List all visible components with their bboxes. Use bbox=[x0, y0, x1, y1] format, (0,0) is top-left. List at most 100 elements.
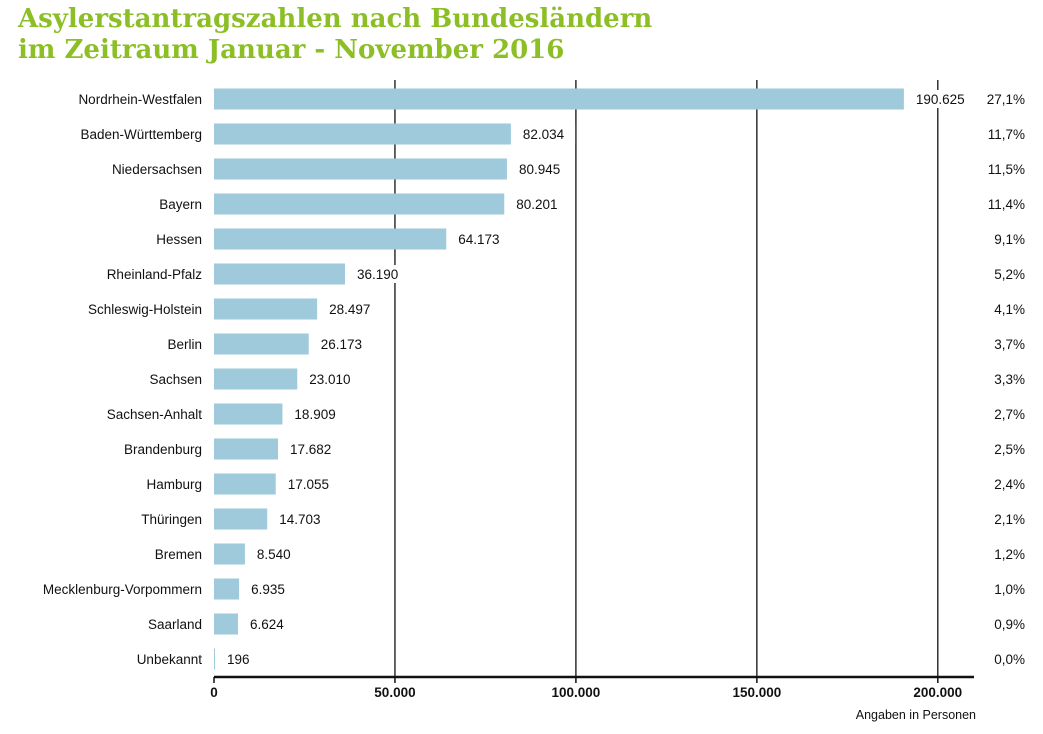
x-axis-unit-label: Angaben in Personen bbox=[856, 708, 976, 722]
bar bbox=[214, 543, 245, 565]
bar bbox=[214, 298, 318, 320]
value-label: 18.909 bbox=[294, 407, 335, 422]
bar bbox=[214, 368, 298, 390]
x-tick-label: 100.000 bbox=[551, 685, 600, 700]
bar bbox=[214, 333, 309, 355]
value-label: 8.540 bbox=[257, 547, 291, 562]
x-tick-label: 150.000 bbox=[732, 685, 781, 700]
percentage-label: 11,7% bbox=[988, 127, 1025, 142]
chart-title-line-1: Asylerstantragszahlen nach Bundesländern bbox=[18, 4, 653, 34]
percentage-label: 0,9% bbox=[994, 617, 1025, 632]
percentage-label: 1,0% bbox=[994, 582, 1025, 597]
value-label-background bbox=[246, 615, 294, 633]
percentage-label: 5,2% bbox=[994, 267, 1025, 282]
bar bbox=[214, 473, 276, 495]
bar bbox=[214, 403, 283, 425]
value-label: 14.703 bbox=[279, 512, 320, 527]
value-label: 36.190 bbox=[357, 267, 398, 282]
bar bbox=[214, 613, 238, 635]
value-label-background bbox=[284, 475, 340, 493]
percentage-label: 11,4% bbox=[988, 197, 1025, 212]
percentage-label: 2,1% bbox=[994, 512, 1025, 527]
bars bbox=[214, 88, 904, 670]
category-label: Hessen bbox=[156, 232, 202, 247]
category-label: Hamburg bbox=[146, 477, 202, 492]
percentage-label: 27,1% bbox=[987, 92, 1025, 107]
value-label: 6.935 bbox=[251, 582, 285, 597]
percentage-label: 2,7% bbox=[994, 407, 1025, 422]
value-label: 28.497 bbox=[329, 302, 370, 317]
value-label: 80.945 bbox=[519, 162, 560, 177]
x-tick-label: 200.000 bbox=[913, 685, 962, 700]
category-label: Sachsen bbox=[149, 372, 202, 387]
value-label-background bbox=[248, 580, 296, 598]
value-labels: 190.625 82.034 80.945 80.201 64.173 36.190 28.… bbox=[224, 90, 977, 668]
bar bbox=[214, 88, 904, 110]
chart-title: Asylerstantragszahlen nach Bundesländern… bbox=[18, 4, 652, 66]
value-label-background bbox=[253, 545, 301, 563]
category-labels: Nordrhein-Westfalen Baden-Württemberg Nied… bbox=[43, 92, 202, 667]
value-label: 196 bbox=[227, 652, 250, 667]
value-label-background bbox=[291, 405, 347, 423]
value-label: 64.173 bbox=[458, 232, 499, 247]
value-label-background bbox=[326, 300, 382, 318]
bar bbox=[214, 578, 240, 600]
category-label: Nordrhein-Westfalen bbox=[78, 92, 202, 107]
value-label: 17.682 bbox=[290, 442, 331, 457]
bar bbox=[214, 228, 447, 250]
category-label: Bayern bbox=[159, 197, 202, 212]
value-label-background bbox=[912, 90, 977, 108]
bar bbox=[214, 123, 511, 145]
category-label: Brandenburg bbox=[124, 442, 202, 457]
value-label: 6.624 bbox=[250, 617, 284, 632]
category-label: Niedersachsen bbox=[112, 162, 202, 177]
category-label: Bremen bbox=[155, 547, 202, 562]
category-label: Thüringen bbox=[141, 512, 202, 527]
x-tick-label: 50.000 bbox=[374, 685, 415, 700]
category-label: Mecklenburg-Vorpommern bbox=[43, 582, 202, 597]
value-label-background bbox=[224, 650, 255, 668]
value-label-background bbox=[455, 230, 511, 248]
value-label: 80.201 bbox=[516, 197, 557, 212]
value-label-background bbox=[513, 195, 569, 213]
value-label-background bbox=[353, 265, 410, 283]
value-label-background bbox=[286, 440, 343, 458]
chart-title-line-2: im Zeitraum Januar - November 2016 bbox=[18, 35, 565, 65]
percentage-labels: 27,1% 11,7% 11,5% 11,4% 9,1% 5,2% 4,1% 3,7% 3,3%… bbox=[987, 92, 1025, 667]
value-label-background bbox=[317, 335, 373, 353]
category-label: Baden-Württemberg bbox=[80, 127, 202, 142]
value-label-background bbox=[515, 160, 572, 178]
value-label-background bbox=[519, 125, 576, 143]
category-label: Sachsen-Anhalt bbox=[107, 407, 203, 422]
value-label: 26.173 bbox=[321, 337, 362, 352]
percentage-label: 0,0% bbox=[994, 652, 1025, 667]
bar bbox=[214, 193, 505, 215]
percentage-label: 2,5% bbox=[994, 442, 1025, 457]
percentage-label: 11,5% bbox=[988, 162, 1025, 177]
value-label: 23.010 bbox=[309, 372, 350, 387]
percentage-label: 1,2% bbox=[994, 547, 1025, 562]
percentage-label: 3,7% bbox=[994, 337, 1025, 352]
x-axis: 0 50.000 100.000 150.000 200.000 bbox=[210, 675, 974, 700]
value-label: 82.034 bbox=[523, 127, 565, 142]
bar bbox=[214, 648, 215, 670]
bar bbox=[214, 263, 345, 285]
percentage-label: 2,4% bbox=[994, 477, 1025, 492]
percentage-label: 9,1% bbox=[994, 232, 1025, 247]
percentage-label: 3,3% bbox=[994, 372, 1025, 387]
bar bbox=[214, 508, 268, 530]
bar bbox=[214, 438, 278, 460]
bar bbox=[214, 158, 507, 180]
value-label: 17.055 bbox=[288, 477, 329, 492]
value-label-background bbox=[276, 510, 332, 528]
category-label: Schleswig-Holstein bbox=[88, 302, 202, 317]
value-label: 190.625 bbox=[916, 92, 965, 107]
category-label: Berlin bbox=[167, 337, 202, 352]
category-label: Unbekannt bbox=[137, 652, 203, 667]
category-label: Rheinland-Pfalz bbox=[107, 267, 203, 282]
percentage-label: 4,1% bbox=[994, 302, 1025, 317]
category-label: Saarland bbox=[148, 617, 202, 632]
x-tick-label: 0 bbox=[210, 685, 218, 700]
value-label-background bbox=[306, 370, 362, 388]
